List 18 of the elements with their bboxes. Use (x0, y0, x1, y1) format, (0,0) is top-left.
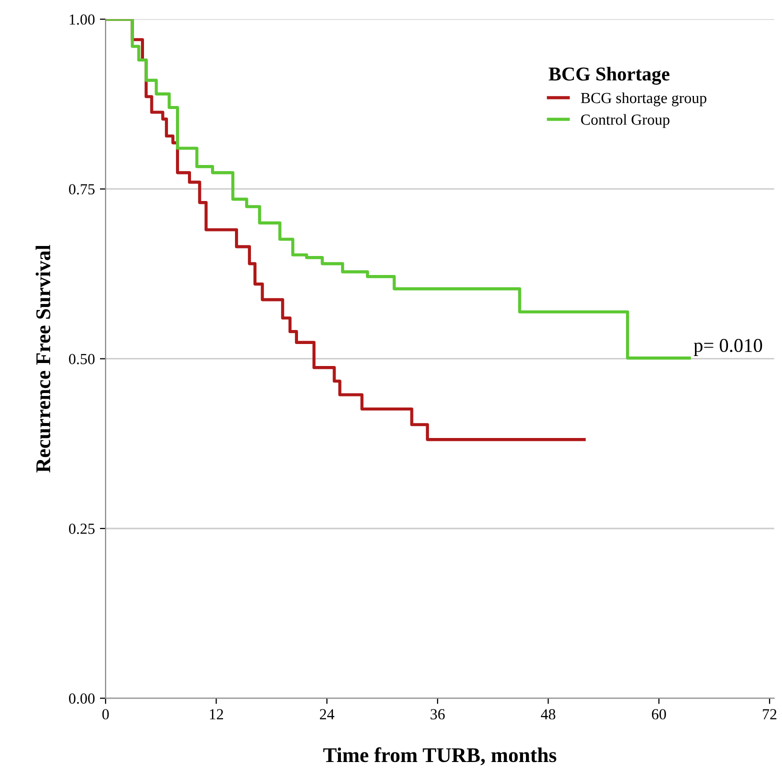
y-tick-label: 0.25 (69, 524, 95, 534)
annotation: p= 0.010 (694, 338, 762, 356)
legend-title: BCG Shortage (548, 66, 670, 85)
legend-label: Control Group (581, 114, 670, 128)
x-tick-label: 12 (210, 709, 224, 720)
legend-label: BCG shortage group (580, 92, 706, 106)
x-tick-label: 48 (540, 709, 556, 720)
y-tick-label: 0.75 (69, 184, 95, 194)
y-axis-title: Recurrence Free Survival (36, 244, 50, 473)
y-tick-label: 0.00 (69, 693, 95, 704)
x-tick-label: 0 (102, 709, 109, 720)
x-axis-title: Time from TURB, months (323, 747, 556, 766)
x-tick-label: 60 (652, 709, 666, 720)
x-tick-label: 24 (320, 709, 334, 720)
y-tick-label: 1.00 (70, 14, 95, 25)
x-tick-label: 72 (762, 709, 776, 720)
x-tick-label: 36 (430, 709, 445, 720)
y-tick-label: 0.50 (69, 354, 95, 364)
